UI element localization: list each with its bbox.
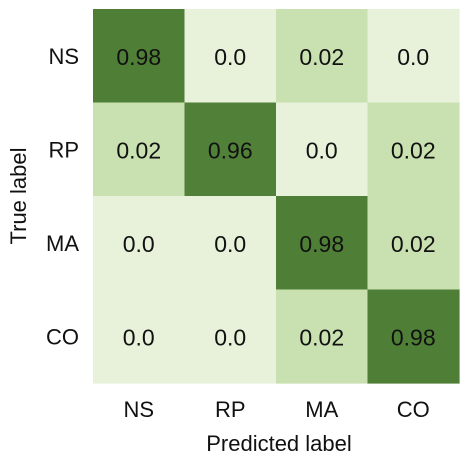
heatmap-cell-ma-ma <box>276 196 369 291</box>
heatmap-cell-rp-co <box>367 102 460 197</box>
y-tick-label-rp: RP <box>48 137 79 162</box>
x-tick-label-rp: RP <box>215 397 246 422</box>
cell-value-label-co-co: 0.98 <box>391 324 436 350</box>
cell-value-label-rp-rp: 0.96 <box>208 137 253 163</box>
y-tick-label-ns: NS <box>48 44 79 69</box>
cell-value-label-ns-ma: 0.02 <box>299 44 344 70</box>
x-axis-label: Predicted label <box>206 431 352 456</box>
y-tick-label-ma: MA <box>46 231 79 256</box>
cell-value-label-co-ns: 0.0 <box>123 324 155 350</box>
cell-value-label-ns-ns: 0.98 <box>116 44 161 70</box>
cell-value-label-rp-ns: 0.02 <box>116 137 161 163</box>
cell-value-label-ma-rp: 0.0 <box>214 231 246 257</box>
cell-value-label-ma-ma: 0.98 <box>299 231 344 257</box>
heatmap-cell-rp-ma <box>276 102 369 197</box>
heatmap-cell-ma-ns <box>93 196 186 291</box>
x-tick-labels: NS RP MA CO <box>123 397 429 422</box>
heatmap-cell-ns-ma <box>276 9 369 104</box>
heatmap-cell-ns-rp <box>184 9 277 104</box>
cell-value-label-ma-ns: 0.0 <box>123 231 155 257</box>
cell-value-label-co-rp: 0.0 <box>214 324 246 350</box>
heatmap-cell-ns-ns <box>93 9 186 104</box>
cell-value-label-co-ma: 0.02 <box>299 324 344 350</box>
heatmap-cell-ns-co <box>367 9 460 104</box>
heatmap-cell-co-ma <box>276 289 369 384</box>
cell-value-label-ma-co: 0.02 <box>391 231 436 257</box>
cell-value-label-ns-co: 0.0 <box>397 44 429 70</box>
heatmap-cell-rp-rp <box>184 102 277 197</box>
x-tick-label-ma: MA <box>305 397 338 422</box>
cell-value-label-rp-ma: 0.0 <box>306 137 338 163</box>
heatmap-cell-co-co <box>367 289 460 384</box>
heatmap-cell-co-rp <box>184 289 277 384</box>
cell-value-label-rp-co: 0.02 <box>391 137 436 163</box>
y-tick-labels: NS RP MA CO <box>46 44 79 350</box>
cell-value-label-ns-rp: 0.0 <box>214 44 246 70</box>
heatmap-cell-ma-co <box>367 196 460 291</box>
heatmap-cell-rp-ns <box>93 102 186 197</box>
heatmap-cells <box>93 9 460 384</box>
heatmap-cell-co-ns <box>93 289 186 384</box>
y-tick-label-co: CO <box>46 324 79 349</box>
x-tick-label-ns: NS <box>123 397 154 422</box>
heatmap-cell-ma-rp <box>184 196 277 291</box>
x-tick-label-co: CO <box>397 397 430 422</box>
cell-value-labels: 0.98 0.0 0.02 0.0 0.02 0.96 0.0 0.02 0.0 0.0 0.98 0… <box>116 44 435 351</box>
y-axis-label: True label <box>6 147 31 244</box>
